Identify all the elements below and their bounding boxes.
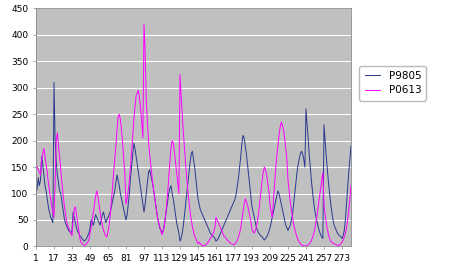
Line: P9805: P9805 — [36, 82, 351, 241]
P0613 — [141, 23, 147, 26]
P0613 — [293, 232, 299, 235]
P0613 — [348, 184, 354, 187]
P9805 — [33, 192, 39, 195]
Legend: P9805, P0613: P9805, P0613 — [360, 66, 426, 101]
P0613 — [212, 226, 218, 230]
P0613 — [292, 228, 297, 231]
P0613 — [101, 229, 106, 232]
P9805 — [46, 205, 51, 208]
P9805 — [51, 81, 57, 84]
P0613 — [180, 131, 186, 134]
P9805 — [292, 192, 297, 195]
P9805 — [348, 144, 354, 148]
P9805 — [103, 221, 108, 224]
Line: P0613: P0613 — [36, 24, 351, 246]
P9805 — [293, 181, 299, 185]
P0613 — [46, 181, 51, 185]
P9805 — [82, 239, 87, 243]
P0613 — [33, 163, 39, 166]
P9805 — [212, 237, 218, 240]
P0613 — [201, 244, 206, 248]
P9805 — [182, 213, 187, 216]
